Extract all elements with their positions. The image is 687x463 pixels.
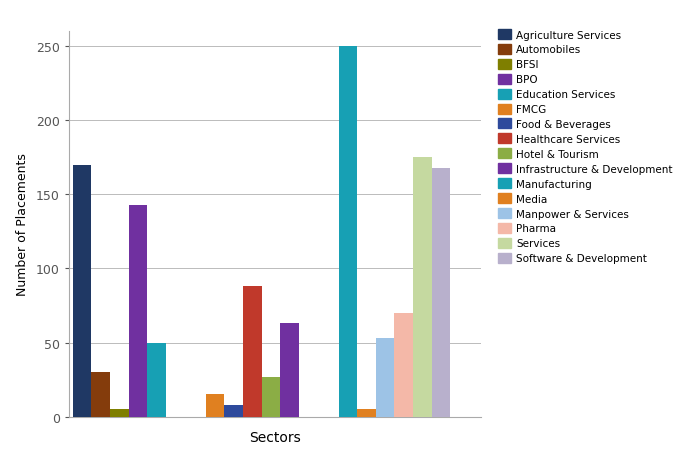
Bar <box>110 409 128 417</box>
Bar <box>262 377 280 417</box>
Bar <box>91 372 110 417</box>
Bar <box>73 165 91 417</box>
X-axis label: Sectors: Sectors <box>249 430 301 444</box>
Bar <box>376 338 394 417</box>
Bar <box>205 394 224 417</box>
Bar <box>394 313 413 417</box>
Y-axis label: Number of Placements: Number of Placements <box>16 153 29 296</box>
Bar <box>243 287 262 417</box>
Bar <box>413 158 431 417</box>
Bar <box>431 169 450 417</box>
Bar <box>357 409 376 417</box>
Bar <box>128 206 147 417</box>
Bar <box>339 47 357 417</box>
Bar <box>147 343 166 417</box>
Legend: Agriculture Services, Automobiles, BFSI, BPO, Education Services, FMCG, Food & B: Agriculture Services, Automobiles, BFSI,… <box>499 30 673 264</box>
Bar <box>280 324 299 417</box>
Bar <box>224 405 243 417</box>
